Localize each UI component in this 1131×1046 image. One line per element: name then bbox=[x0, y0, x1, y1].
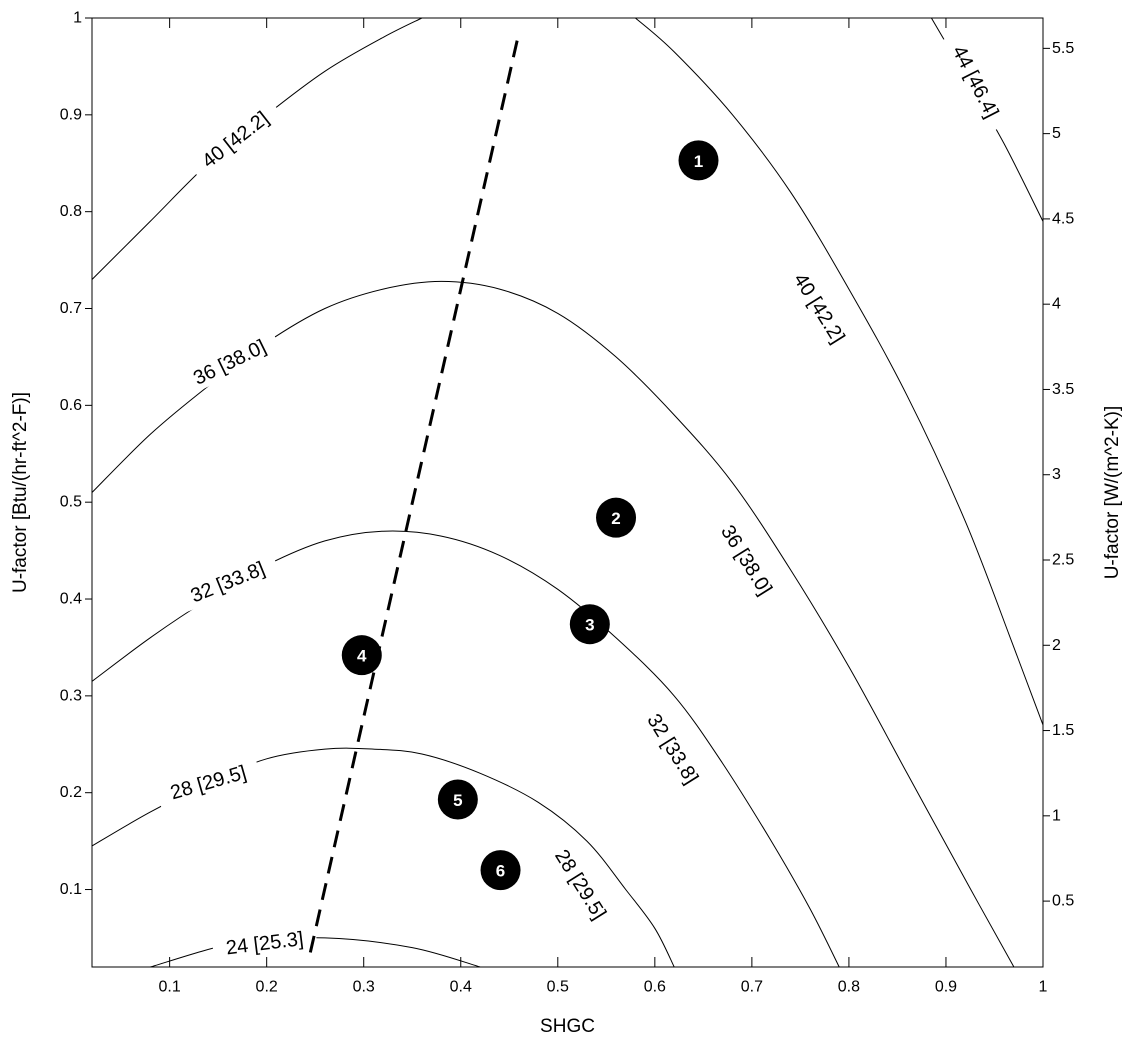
contour-line-24 bbox=[150, 937, 481, 967]
marker-1 bbox=[678, 140, 719, 181]
y-right-tick-label: 2.5 bbox=[1052, 552, 1074, 569]
y-left-tick-label: 0.3 bbox=[60, 687, 82, 704]
x-tick-label: 0.7 bbox=[741, 979, 763, 996]
contour-line-40 bbox=[92, 18, 423, 280]
marker-5 bbox=[437, 779, 478, 820]
plot-frame bbox=[91, 17, 1044, 968]
contour-line-28 bbox=[92, 747, 675, 967]
y-left-tick-label: 0.1 bbox=[60, 881, 82, 898]
y-right-tick-label: 4.5 bbox=[1052, 210, 1074, 227]
y-left-tick-label: 0.5 bbox=[60, 494, 82, 511]
contour-line-44 bbox=[930, 18, 1043, 222]
x-tick-label: 0.9 bbox=[935, 979, 957, 996]
y-left-tick-label: 0.7 bbox=[60, 300, 82, 317]
contour-label: 44 [46.4] bbox=[948, 42, 1003, 121]
y-left-tick-label: 0.6 bbox=[60, 397, 82, 414]
y-left-tick-label: 0.2 bbox=[60, 784, 82, 801]
axes bbox=[91, 17, 1044, 968]
x-tick-label: 0.8 bbox=[838, 979, 860, 996]
marker-6 bbox=[480, 850, 521, 891]
marker-label-1: 1 bbox=[694, 152, 703, 171]
markers: 1 2 3 4 5 6 bbox=[341, 140, 719, 891]
marker-label-3: 3 bbox=[585, 616, 594, 635]
x-tick-label: 0.1 bbox=[159, 979, 181, 996]
contour-label: 32 [33.8] bbox=[642, 710, 702, 788]
x-axis-title: SHGC bbox=[540, 1016, 595, 1037]
y-left-tick-label: 0.8 bbox=[60, 203, 82, 220]
contour-label: 40 [42.2] bbox=[789, 270, 849, 348]
x-tick-label: 0.3 bbox=[353, 979, 375, 996]
y-right-tick-label: 0.5 bbox=[1052, 893, 1074, 910]
x-tick-label: 0.6 bbox=[644, 979, 666, 996]
contour-label: 36 [38.0] bbox=[190, 336, 270, 390]
contour-lines bbox=[92, 18, 1043, 967]
contour-line-40 bbox=[635, 18, 1043, 726]
x-tick-label: 0.2 bbox=[256, 979, 278, 996]
marker-label-4: 4 bbox=[357, 647, 367, 666]
x-tick-label: 0.4 bbox=[450, 979, 472, 996]
y-right-tick-label: 1.5 bbox=[1052, 722, 1074, 739]
contour-labels: 24 [25.3] 28 [29.5] 32 [33.8] 36 [38.0] 40 [… bbox=[168, 42, 1003, 959]
marker-4 bbox=[341, 635, 382, 676]
contour-label: 28 [29.5] bbox=[168, 762, 249, 805]
y-left-tick-label: 1 bbox=[73, 10, 82, 27]
y-left-tick-label: 0.9 bbox=[60, 106, 82, 123]
contour-label: 24 [25.3] bbox=[225, 928, 305, 959]
y-right-tick-label: 5.5 bbox=[1052, 40, 1074, 57]
y-axis-title-right: U-factor [W/(m^2-K)] bbox=[1102, 406, 1123, 580]
y-right-tick-label: 3.5 bbox=[1052, 381, 1074, 398]
y-axis-title-left: U-factor [Btu/(hr-ft^2-F)] bbox=[10, 392, 31, 593]
y-right-tick-label: 3 bbox=[1052, 466, 1061, 483]
contour-line-36 bbox=[92, 280, 1015, 967]
marker-3 bbox=[569, 604, 610, 645]
marker-label-6: 6 bbox=[496, 862, 505, 881]
marker-label-5: 5 bbox=[453, 791, 462, 810]
marker-label-2: 2 bbox=[611, 509, 620, 528]
contour-line-32 bbox=[92, 530, 840, 967]
x-tick-label: 0.5 bbox=[547, 979, 569, 996]
dashed-line bbox=[308, 32, 521, 953]
ticks: 0.1 0.2 0.3 0.4 0.5 0.6 0.7 0.8 0.9 1 0.1 0.2 0.3 0.4… bbox=[60, 10, 1075, 996]
y-left-tick-label: 0.4 bbox=[60, 591, 82, 608]
y-right-tick-label: 5 bbox=[1052, 125, 1061, 142]
y-right-tick-label: 4 bbox=[1052, 296, 1061, 313]
dashed-line-group bbox=[308, 32, 521, 953]
contour-label: 40 [42.2] bbox=[198, 107, 273, 172]
y-right-tick-label: 2 bbox=[1052, 637, 1061, 654]
x-tick-label: 1 bbox=[1039, 979, 1048, 996]
y-right-tick-label: 1 bbox=[1052, 807, 1061, 824]
marker-2 bbox=[596, 497, 637, 538]
contour-label: 32 [33.8] bbox=[188, 558, 268, 608]
